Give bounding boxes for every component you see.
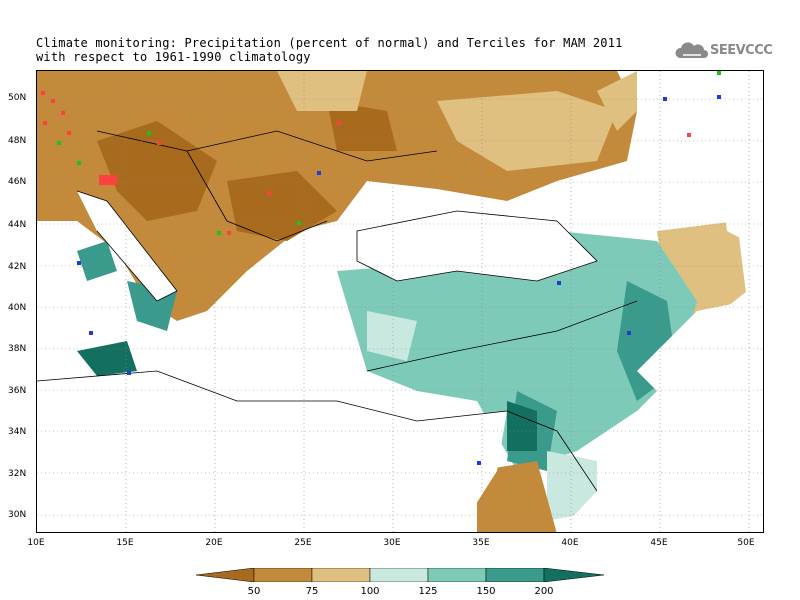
logo-text: SEEVCCC [710,43,773,58]
country-border [366,300,638,372]
country-border [186,150,328,242]
lat-label: 36N [8,386,27,396]
below-normal-marker [687,133,691,137]
lat-label: 32N [8,469,27,479]
normal-region [277,71,367,111]
lat-label: 40N [8,303,27,313]
map-title: Climate monitoring: Precipitation (perce… [36,36,623,64]
below-normal-marker [157,141,161,145]
lat-label: 46N [8,177,27,187]
graticule [37,71,763,532]
lon-label: 20E [205,538,223,548]
tyrrhenian-sea [37,271,97,351]
aegean-sea [257,311,357,391]
very-dry-region [97,121,217,221]
mediterranean-sea [37,371,507,532]
lon-label: 50E [737,538,755,548]
above-normal-marker [77,261,81,265]
very-dry-region [327,101,397,151]
legend-swatch [196,568,255,582]
seas [37,71,763,532]
legend-label: 75 [305,586,319,597]
normal-marker [77,161,81,165]
lon-label: 40E [561,538,579,548]
below-normal-marker [43,121,47,125]
above-normal-marker [557,281,561,285]
coastline [76,190,178,302]
above-normal-marker [663,97,667,101]
map-plot-area [36,70,764,533]
title-line-2: with respect to 1961-1990 climatology [36,50,311,64]
below-normal-marker [41,91,45,95]
legend-label: 50 [247,586,261,597]
above-normal-marker [477,461,481,465]
red-sea [558,471,763,532]
lon-label: 25E [294,538,312,548]
legend-swatch [369,568,429,582]
adriatic-sea [77,191,177,301]
lat-label: 48N [8,136,27,146]
lon-label: 35E [472,538,490,548]
legend-label: 150 [476,586,496,597]
wet-region-anatolia [337,231,697,471]
legend-label: 200 [534,586,554,597]
legend-label: 100 [360,586,380,597]
lat-label: 42N [8,262,27,272]
below-normal-marker [267,191,271,195]
legend-swatch [311,568,371,582]
extreme-wet-region [507,401,537,451]
legend-swatch [427,568,487,582]
below-normal-marker [337,121,341,125]
legend-swatch [485,568,545,582]
normal-marker [147,131,151,135]
normal-marker [717,71,721,75]
lat-label: 30N [8,510,27,520]
below-normal-marker [227,231,231,235]
precipitation-field [37,71,747,532]
seevccc-logo: SEEVCCC [674,40,773,62]
above-normal-marker [627,331,631,335]
tercile-stations [41,71,721,465]
above-normal-marker [127,371,131,375]
legend-swatch [253,568,313,582]
wet-region-italy [77,241,117,281]
coastline [37,370,508,422]
lon-label: 45E [650,538,668,548]
cloud-icon [675,42,708,58]
colorbar-svg [196,568,605,582]
lat-label: 38N [8,344,27,354]
normal-marker [217,231,221,235]
very-dry-region [227,171,337,241]
coastline [356,210,598,282]
above-normal-marker [89,331,93,335]
legend-label: 125 [418,586,438,597]
lon-label: 30E [383,538,401,548]
lat-label: 44N [8,220,27,230]
normal-region [597,71,637,131]
legend-colorbar [196,568,606,582]
map-canvas [37,71,763,532]
lat-label: 50N [8,93,27,103]
above-normal-marker [717,95,721,99]
below-normal-marker [51,99,55,103]
slightly-wet-region [367,311,417,361]
legend-swatch [543,568,605,582]
lon-label: 10E [27,538,45,548]
below-normal-marker [61,111,65,115]
below-normal-marker [99,175,117,185]
title-line-1: Climate monitoring: Precipitation (perce… [36,36,623,50]
slightly-wet-region [547,451,597,521]
dry-region-sinai [477,461,557,532]
black-sea [357,211,597,281]
normal-marker [57,141,61,145]
wet-region-sicily [77,341,137,376]
lat-label: 34N [8,427,27,437]
above-normal-marker [317,171,321,175]
east-unshaded [637,71,763,532]
normal-marker [297,221,301,225]
lon-label: 15E [116,538,134,548]
below-normal-marker [67,131,71,135]
